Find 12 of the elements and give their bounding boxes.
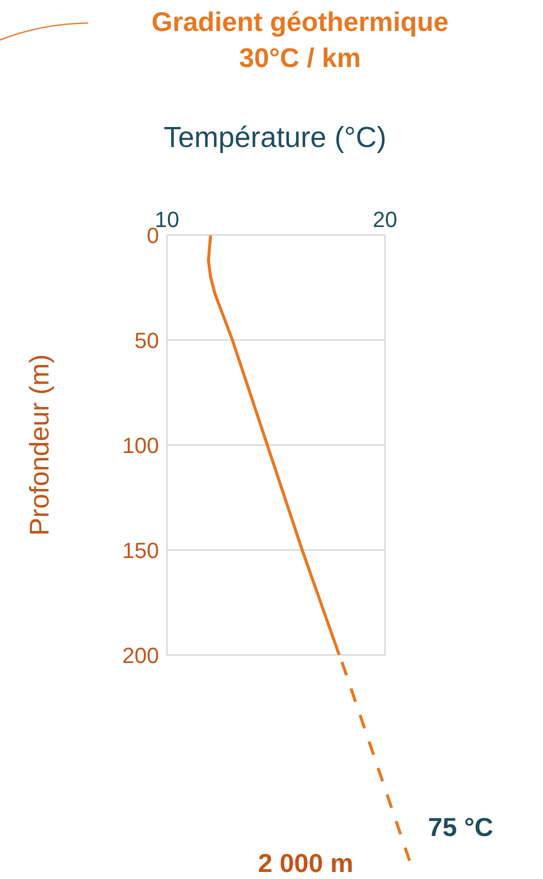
chart-subtitle: 30°C / km [238,42,362,75]
x-axis-title: Température (°C) [162,122,388,155]
line-series [206,235,341,655]
y-tick-label: 50 [134,328,159,353]
y-axis-title: Profondeur (m) [24,354,56,536]
y-tick-label: 200 [122,642,159,668]
x-tick-label: 20 [372,207,398,232]
text: 2 000 m [258,848,354,879]
y-tick-label: 100 [122,432,159,458]
y-tick-label: 150 [122,538,159,563]
text: 75 °C [428,812,494,843]
chart-title: Gradient géothermique [150,6,450,39]
